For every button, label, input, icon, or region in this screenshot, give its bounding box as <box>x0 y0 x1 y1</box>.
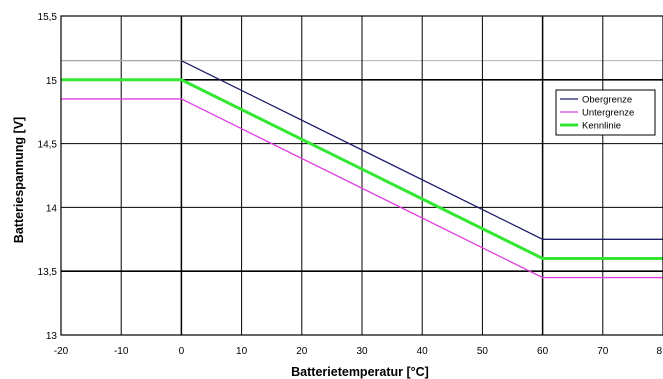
legend-label: Obergrenze <box>582 95 632 106</box>
plot-frame <box>60 15 663 336</box>
grid <box>61 16 663 335</box>
series-untergrenze-line <box>61 98 663 279</box>
y-tick-label: 14,5 <box>38 140 58 151</box>
y-tick-label: 14 <box>46 203 58 214</box>
y-axis-title: Batteriespannung [V] <box>12 117 26 243</box>
x-tick-label: 60 <box>537 346 549 357</box>
x-tick-label: 20 <box>296 346 308 357</box>
x-tick-label: 50 <box>477 346 489 357</box>
series-group <box>61 60 663 279</box>
y-tick-label: 13,5 <box>38 267 58 278</box>
x-tick-label: 0 <box>179 346 185 357</box>
legend: Obergrenze Untergrenze Kennlinie <box>555 89 656 136</box>
x-tick-label: 40 <box>417 346 429 357</box>
legend-label: Kennlinie <box>582 121 621 132</box>
x-axis-title: Batterietemperatur [°C] <box>291 365 429 379</box>
y-tick-label: 13 <box>46 331 58 342</box>
y-tick-label: 15 <box>46 76 58 87</box>
x-tick-label: 30 <box>356 346 368 357</box>
x-tick-label: 10 <box>236 346 248 357</box>
series-kennlinie-line <box>61 78 663 260</box>
legend-label: Untergrenze <box>582 108 634 119</box>
x-tick-label: -10 <box>114 346 129 357</box>
x-tick-label: 70 <box>597 346 609 357</box>
y-tick-label: 15,5 <box>38 12 58 23</box>
x-tick-label: -20 <box>54 346 69 357</box>
x-tick-labels: -20 -10 0 10 20 30 40 50 60 70 8 <box>54 346 663 357</box>
series-obergrenze-line <box>181 60 663 240</box>
y-tick-labels: 13 13,5 14 14,5 15 15,5 <box>38 12 58 342</box>
x-tick-label: 8 <box>656 346 662 357</box>
